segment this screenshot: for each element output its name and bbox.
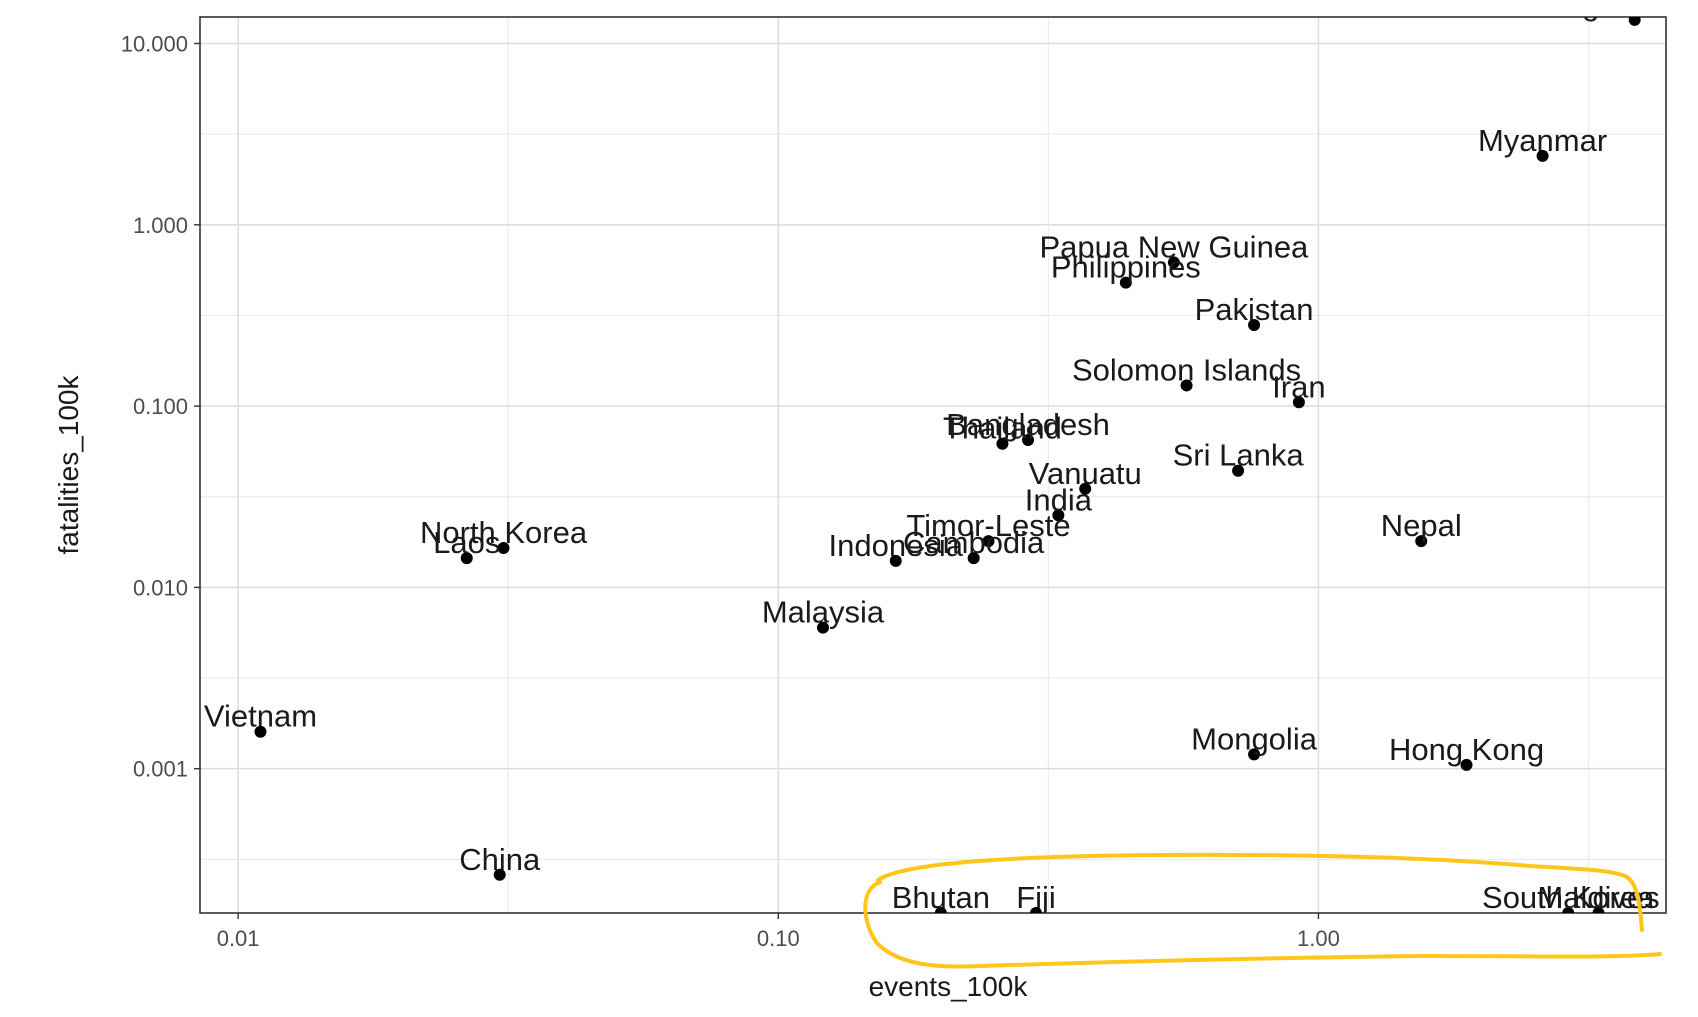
data-point (460, 552, 473, 565)
data-point (982, 535, 995, 548)
point-label: Malaysia (762, 595, 885, 630)
data-point (1536, 149, 1549, 162)
minor-grid (200, 17, 1666, 913)
data-point (816, 621, 829, 634)
data-point (1079, 482, 1092, 495)
point-label: China (459, 842, 541, 877)
point-label: Vanuatu (1029, 456, 1142, 491)
data-point (967, 552, 980, 565)
point-label: Fiji (1016, 880, 1056, 915)
data-point (1415, 535, 1428, 548)
data-point (1292, 396, 1305, 409)
point-label: Papua New Guinea (1039, 229, 1309, 264)
data-point (1460, 758, 1473, 771)
data-point (1232, 464, 1245, 477)
y-tick-label: 0.100 (133, 394, 188, 419)
point-label: Sri Lanka (1173, 438, 1305, 473)
data-point (1562, 907, 1575, 913)
point-labels: Afghanistan Myanmar Papua New GuineaPhilip… (204, 0, 1698, 915)
y-tick-label: 0.001 (133, 757, 188, 782)
axis-ticks (194, 42, 1320, 919)
data-point (1628, 17, 1641, 26)
point-label: Indonesia (829, 528, 964, 563)
tick-labels: 0.01 0.10 1.00 0.001 0.010 0.100 1.000 10.000 (121, 31, 1340, 951)
point-label: Thailand (943, 411, 1062, 446)
data-point (1030, 907, 1042, 913)
data-point (497, 541, 510, 554)
plot-panel-border (199, 16, 1667, 914)
point-label: Pakistan (1195, 292, 1314, 327)
hand-drawn-highlight (863, 852, 1662, 969)
point-label: Cambodia (903, 525, 1045, 560)
x-tick-label: 0.10 (757, 926, 800, 951)
y-axis-title: fatalities_100k (53, 375, 84, 555)
point-label: Iran (1272, 369, 1325, 404)
data-point (1119, 276, 1132, 289)
major-grid (200, 17, 1666, 913)
point-label: South Korea (1482, 880, 1655, 915)
point-label: North Korea (420, 515, 588, 550)
data-point (934, 907, 947, 913)
point-label: Mongolia (1191, 721, 1318, 756)
x-axis-title: events_100k (869, 971, 1029, 1002)
data-point (1022, 434, 1035, 447)
data-point (1248, 748, 1261, 761)
point-label: Hong Kong (1389, 732, 1544, 767)
point-label: Vietnam (204, 699, 317, 734)
point-label: Afghanistan (1553, 0, 1698, 22)
point-label: Philippines (1051, 250, 1201, 285)
data-point (1248, 319, 1261, 332)
point-label: Bhutan (892, 880, 990, 915)
data-point (493, 868, 506, 881)
y-tick-label: 0.010 (133, 575, 188, 600)
y-tick-label: 10.000 (121, 31, 188, 56)
point-label: Bangladesh (946, 407, 1110, 442)
data-points (254, 17, 1641, 913)
data-point (996, 437, 1009, 450)
data-point (254, 725, 267, 738)
data-point (1167, 256, 1180, 269)
point-label: Timor-Leste (906, 508, 1070, 543)
data-point (1180, 379, 1193, 392)
data-point (1052, 509, 1065, 522)
data-point (889, 554, 902, 567)
point-label: Nepal (1381, 508, 1462, 543)
x-tick-label: 1.00 (1297, 926, 1340, 951)
y-tick-label: 1.000 (133, 213, 188, 238)
point-label: Laos (433, 525, 500, 560)
data-point (1592, 907, 1605, 913)
x-tick-label: 0.01 (217, 926, 260, 951)
point-label: India (1025, 482, 1093, 517)
point-label: Solomon Islands (1072, 352, 1301, 387)
point-label: Myanmar (1478, 123, 1607, 158)
